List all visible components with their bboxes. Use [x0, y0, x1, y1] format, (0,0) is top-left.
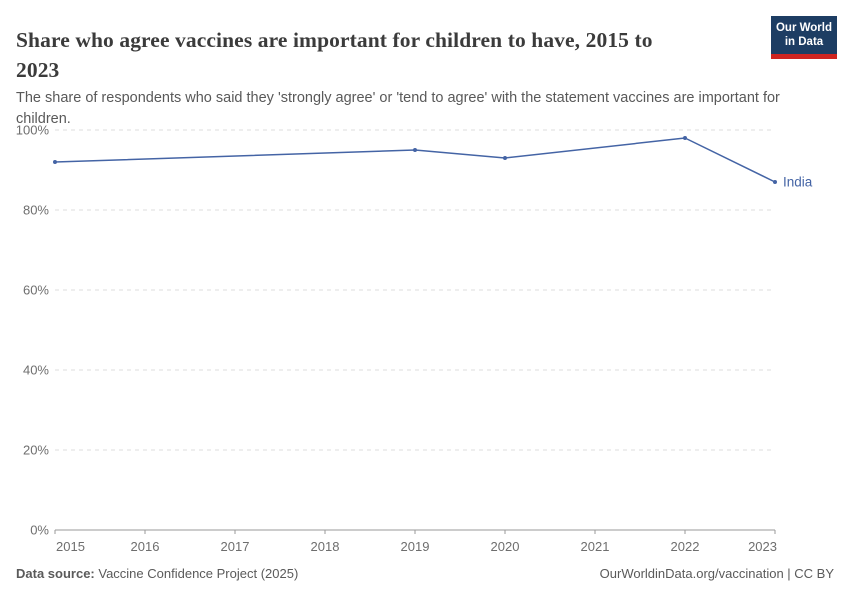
x-tick-label: 2020	[491, 539, 520, 554]
x-tick-label: 2015	[56, 539, 85, 554]
x-tick-label: 2016	[131, 539, 160, 554]
owid-logo-line1: Our World	[775, 22, 832, 34]
x-tick-label: 2023	[748, 539, 777, 554]
data-source-label: Data source:	[16, 566, 95, 581]
owid-logo: Our World in Data	[771, 16, 837, 59]
data-point-marker	[773, 180, 777, 184]
chart-footer: Data source: Vaccine Confidence Project …	[16, 566, 834, 581]
x-tick-label: 2021	[581, 539, 610, 554]
data-point-marker	[53, 160, 57, 164]
owid-logo-red-strip	[771, 53, 837, 59]
x-tick-label: 2018	[311, 539, 340, 554]
owid-logo-line2: in Data	[784, 36, 824, 49]
x-tick-label: 2022	[671, 539, 700, 554]
data-point-marker	[503, 156, 507, 160]
x-tick-label: 2017	[221, 539, 250, 554]
chart-svg: 0% 20% 40% 60% 80% 100% 2015 2016 2017 2018 2019 20…	[16, 123, 813, 555]
y-tick-label: 0%	[30, 523, 49, 538]
chart-title: Share who agree vaccines are important f…	[16, 28, 653, 83]
y-tick-label: 100%	[16, 123, 50, 138]
series-label: India	[783, 175, 813, 190]
data-source-value: Vaccine Confidence Project (2025)	[94, 566, 299, 581]
data-point-marker	[683, 136, 687, 140]
x-tick-label: 2019	[401, 539, 430, 554]
chart-subtitle: The share of respondents who said they '…	[16, 89, 780, 127]
y-tick-label: 20%	[23, 443, 49, 458]
data-line	[54, 137, 776, 183]
credit-link[interactable]: OurWorldinData.org/vaccination | CC BY	[599, 566, 834, 581]
data-point-marker	[413, 148, 417, 152]
y-tick-label: 60%	[23, 283, 49, 298]
owid-logo-text: Our World in Data	[771, 16, 837, 54]
y-tick-label: 40%	[23, 363, 49, 378]
y-tick-label: 80%	[23, 203, 49, 218]
data-source: Data source: Vaccine Confidence Project …	[16, 566, 298, 581]
